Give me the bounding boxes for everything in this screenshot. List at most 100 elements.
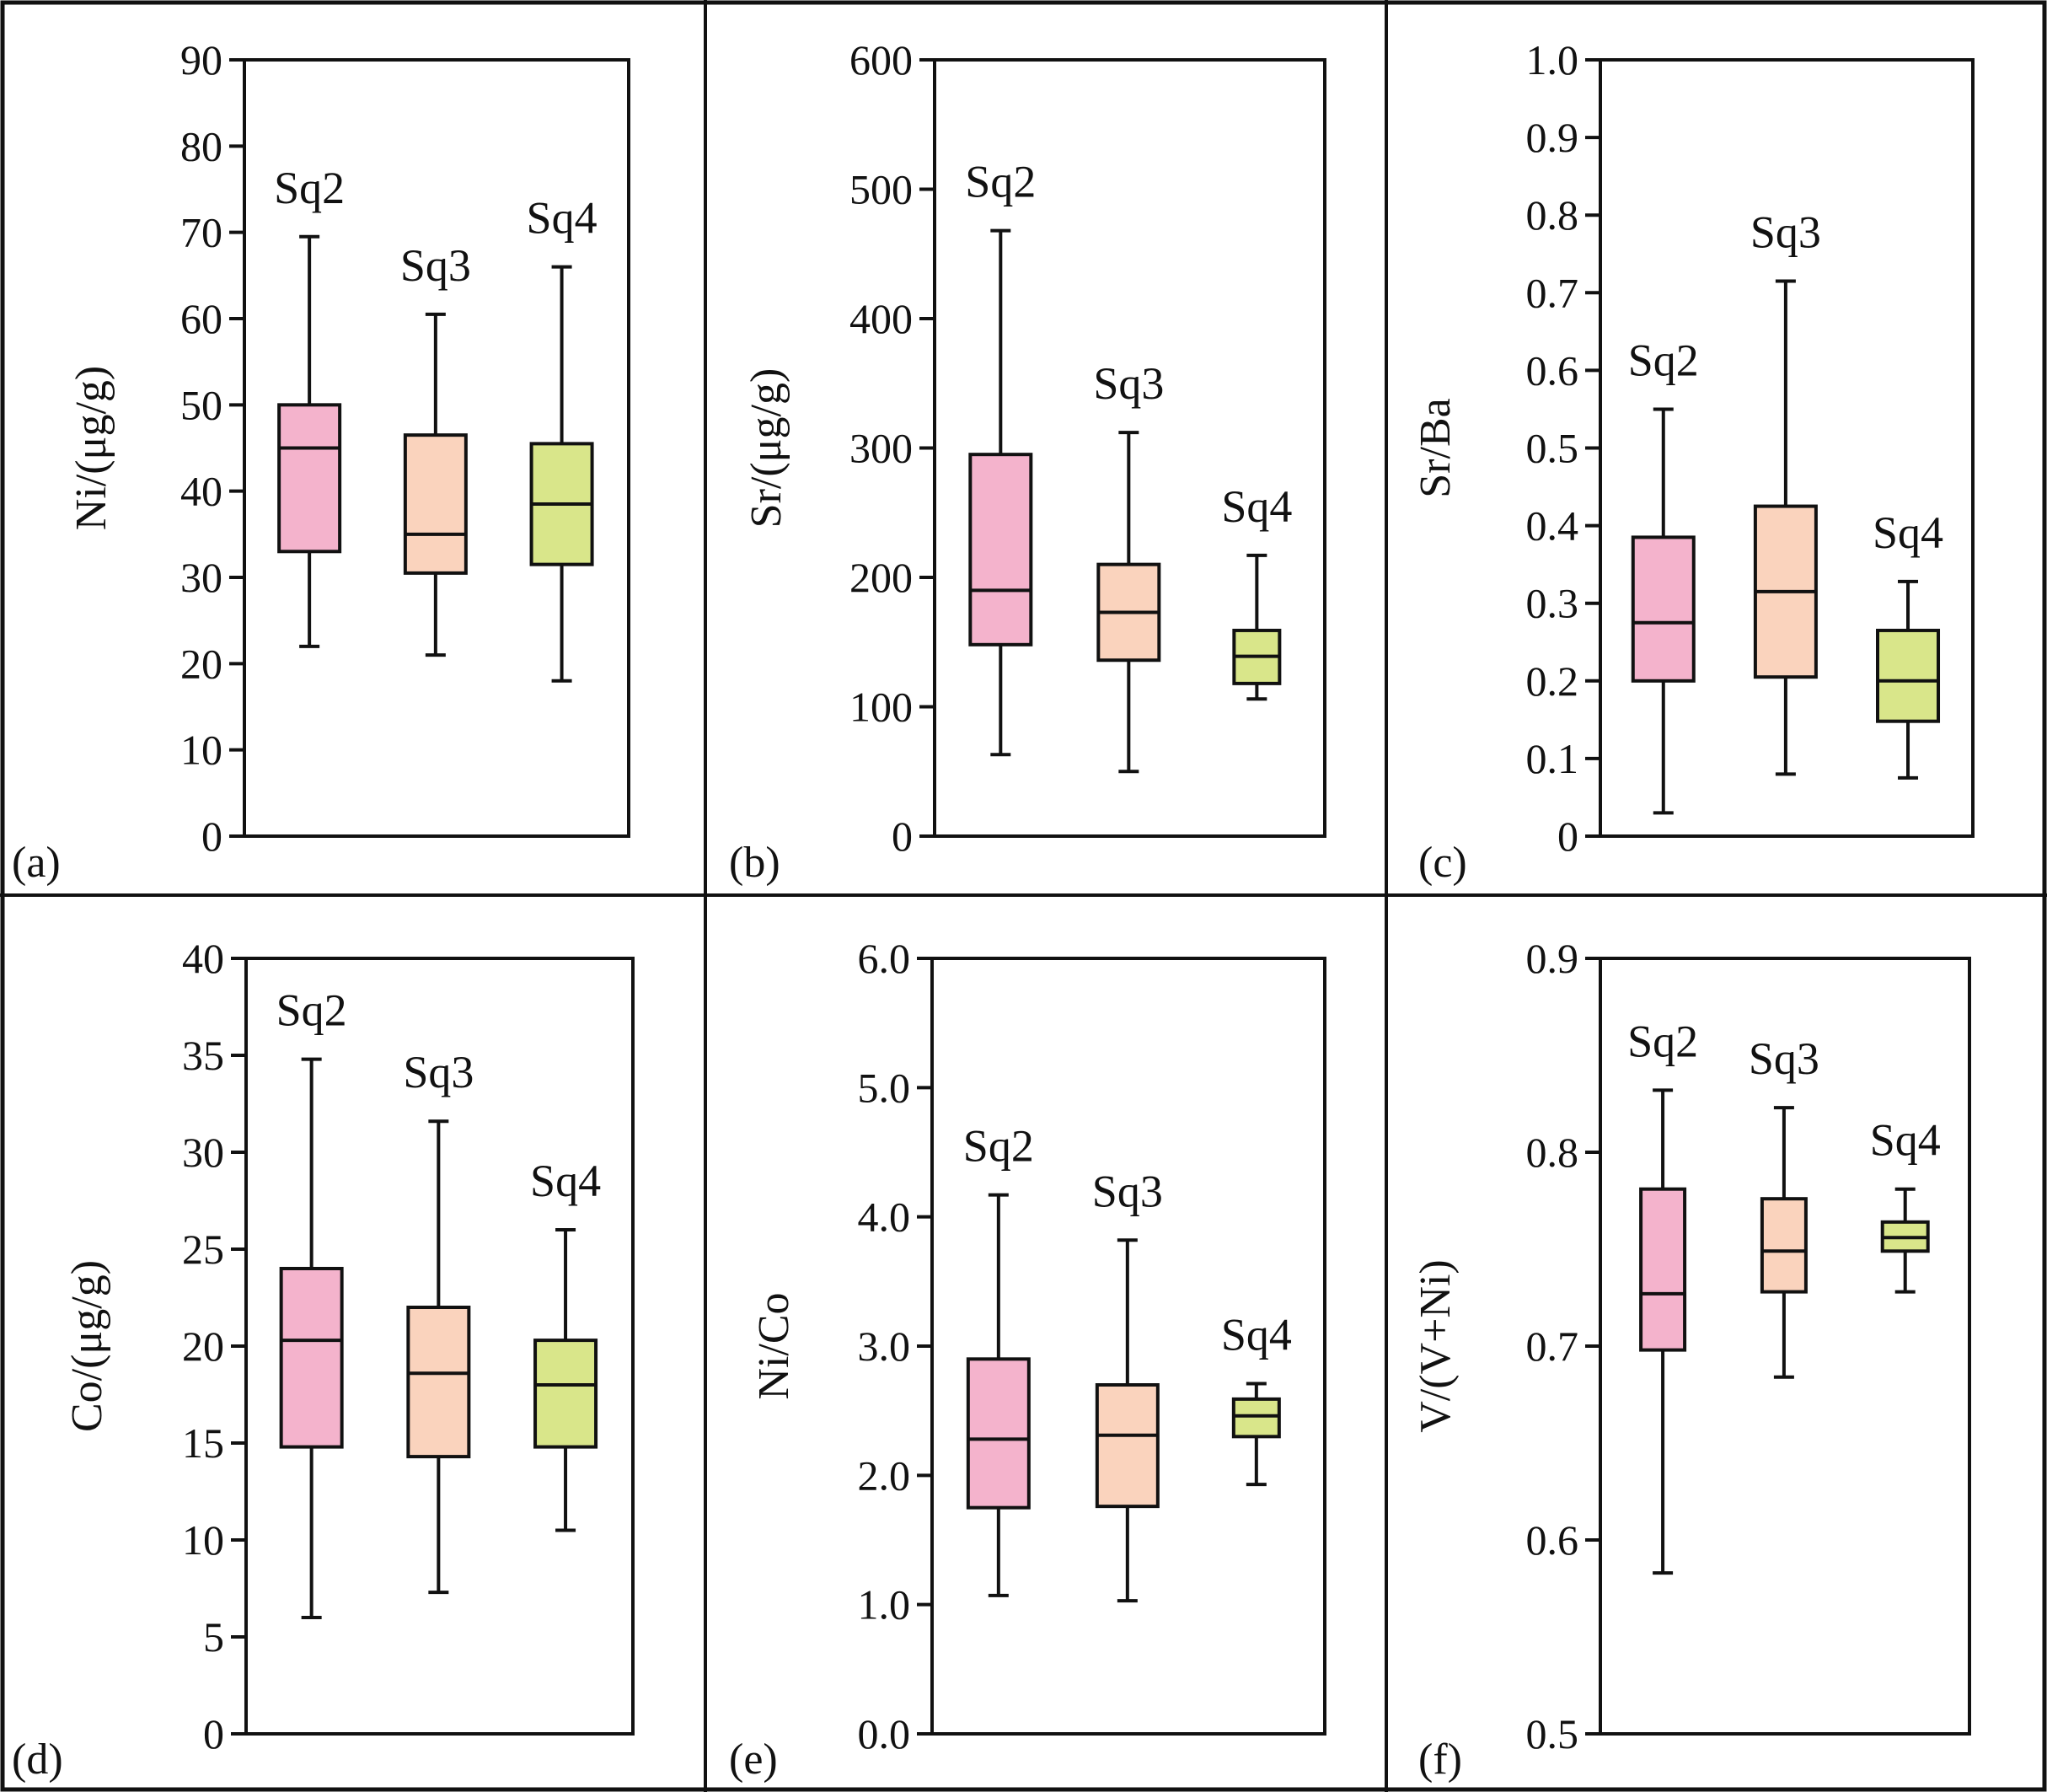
y-tick-label: 0.2 <box>1526 657 1579 705</box>
series-label: Sq3 <box>403 1047 474 1097</box>
series-label: Sq4 <box>1873 507 1943 558</box>
y-tick-label: 0.6 <box>1526 1516 1579 1564</box>
box-sq4: Sq4 <box>1221 1309 1292 1487</box>
y-tick-label: 90 <box>180 36 222 83</box>
series-label: Sq4 <box>530 1156 601 1206</box>
panel-label: (f) <box>1418 1736 1462 1784</box>
y-tick-label: 0 <box>892 813 913 860</box>
y-axis-label: Ni/Co <box>750 1292 798 1399</box>
series-label: Sq3 <box>400 240 471 291</box>
y-tick-label: 25 <box>182 1226 224 1273</box>
series-label: Sq2 <box>1627 1016 1698 1066</box>
box-iqr <box>1876 628 1941 723</box>
y-tick-label: 400 <box>849 295 913 342</box>
box-iqr <box>1631 535 1696 683</box>
y-tick-label: 100 <box>849 684 913 731</box>
y-tick-label: 70 <box>180 209 222 256</box>
y-tick-label: 30 <box>182 1129 224 1176</box>
series-label: Sq2 <box>963 1121 1034 1172</box>
y-tick-label: 40 <box>180 468 222 515</box>
box-sq3: Sq3 <box>1749 1033 1819 1379</box>
y-tick-label: 0.9 <box>1526 935 1579 982</box>
series-label: Sq3 <box>1749 1033 1819 1084</box>
box-iqr <box>406 1306 471 1459</box>
panel-label: (d) <box>12 1736 63 1784</box>
box-sq4: Sq4 <box>1221 481 1292 701</box>
chart-panel: 0 0.1 0.2 0.3 0.4 0.5 0.6 0.7 0.8 0.9 1.0 Sr/Ba (c) S… <box>1412 36 1975 887</box>
box-iqr <box>277 403 342 554</box>
y-axis-label: V/(V+Ni) <box>1412 1259 1460 1433</box>
box-sq2: Sq2 <box>276 985 347 1619</box>
y-tick-label: 0.7 <box>1526 269 1579 316</box>
y-tick-label: 5.0 <box>858 1064 911 1111</box>
series-label: Sq2 <box>965 157 1036 207</box>
box-iqr <box>968 453 1033 647</box>
box-sq4: Sq4 <box>530 1156 601 1532</box>
panel-label: (c) <box>1418 839 1467 887</box>
series-label: Sq2 <box>1628 335 1699 385</box>
y-tick-label: 35 <box>182 1032 224 1079</box>
series-label: Sq4 <box>527 193 597 244</box>
y-tick-label: 60 <box>180 295 222 342</box>
box-sq3: Sq3 <box>400 240 471 657</box>
box-sq3: Sq3 <box>1092 1166 1163 1603</box>
y-tick-label: 0.3 <box>1526 580 1579 627</box>
chart-panel: 0 10 20 30 40 50 60 70 80 90 Ni/(μg/g) (a) Sq2 Sq3 Sq4 <box>12 36 630 887</box>
y-tick-label: 0.4 <box>1526 502 1579 550</box>
plot-frame <box>243 58 630 838</box>
box-sq4: Sq4 <box>1870 1115 1941 1294</box>
y-tick-label: 0.6 <box>1526 346 1579 394</box>
box-iqr <box>403 433 468 575</box>
y-tick-label: 10 <box>180 727 222 774</box>
y-tick-label: 1.0 <box>1526 36 1579 83</box>
y-tick-label: 50 <box>180 381 222 428</box>
box-sq2: Sq2 <box>1628 335 1699 815</box>
panel-label: (e) <box>729 1736 778 1784</box>
y-tick-label: 0.1 <box>1526 735 1579 782</box>
y-axis-label: Sr/(μg/g) <box>742 368 790 528</box>
series-label: Sq3 <box>1750 207 1821 257</box>
series-label: Sq2 <box>274 163 345 213</box>
y-tick-label: 10 <box>182 1516 224 1564</box>
y-axis-label: Co/(μg/g) <box>63 1260 111 1432</box>
chart-panel: 0.0 1.0 2.0 3.0 4.0 5.0 6.0 Ni/Co (e) Sq2 Sq3 Sq4 <box>729 935 1326 1784</box>
chart-panel: 0 5 10 15 20 25 30 35 40 Co/(μg/g) (d) Sq2 Sq3 Sq4 <box>12 935 635 1784</box>
y-tick-label: 20 <box>182 1323 224 1370</box>
box-iqr <box>1231 1397 1281 1439</box>
series-label: Sq3 <box>1093 358 1164 409</box>
panel-label: (a) <box>12 839 61 887</box>
y-tick-label: 6.0 <box>858 935 911 982</box>
box-sq2: Sq2 <box>963 1121 1034 1597</box>
y-tick-label: 3.0 <box>858 1323 911 1370</box>
y-tick-label: 600 <box>849 36 913 83</box>
chart-panel: 0 100 200 300 400 500 600 Sr/(μg/g) (b) Sq2 Sq3 Sq4 <box>729 36 1326 887</box>
box-sq2: Sq2 <box>965 157 1036 757</box>
y-tick-label: 0.8 <box>1526 191 1579 239</box>
box-iqr <box>966 1357 1031 1510</box>
y-tick-label: 80 <box>180 122 222 169</box>
y-tick-label: 30 <box>180 554 222 601</box>
series-label: Sq4 <box>1221 1309 1292 1360</box>
y-tick-label: 0.5 <box>1526 1710 1579 1757</box>
y-tick-label: 0.9 <box>1526 114 1579 161</box>
box-iqr <box>533 1339 598 1449</box>
series-label: Sq4 <box>1221 481 1292 532</box>
y-tick-label: 0 <box>1557 813 1578 860</box>
panel-label: (b) <box>729 839 780 887</box>
y-tick-label: 0 <box>203 1710 224 1757</box>
series-label: Sq2 <box>276 985 347 1036</box>
y-tick-label: 15 <box>182 1419 224 1467</box>
y-tick-label: 2.0 <box>858 1451 911 1499</box>
y-tick-label: 0.5 <box>1526 425 1579 472</box>
series-label: Sq4 <box>1870 1115 1941 1166</box>
box-sq3: Sq3 <box>403 1047 474 1595</box>
box-sq4: Sq4 <box>1873 507 1943 780</box>
y-tick-label: 40 <box>182 935 224 982</box>
box-sq2: Sq2 <box>274 163 345 648</box>
y-tick-label: 1.0 <box>858 1581 911 1628</box>
y-tick-label: 4.0 <box>858 1194 911 1241</box>
y-tick-label: 200 <box>849 554 913 601</box>
y-tick-label: 20 <box>180 640 222 687</box>
box-sq2: Sq2 <box>1627 1016 1698 1575</box>
box-iqr <box>1760 1197 1808 1294</box>
